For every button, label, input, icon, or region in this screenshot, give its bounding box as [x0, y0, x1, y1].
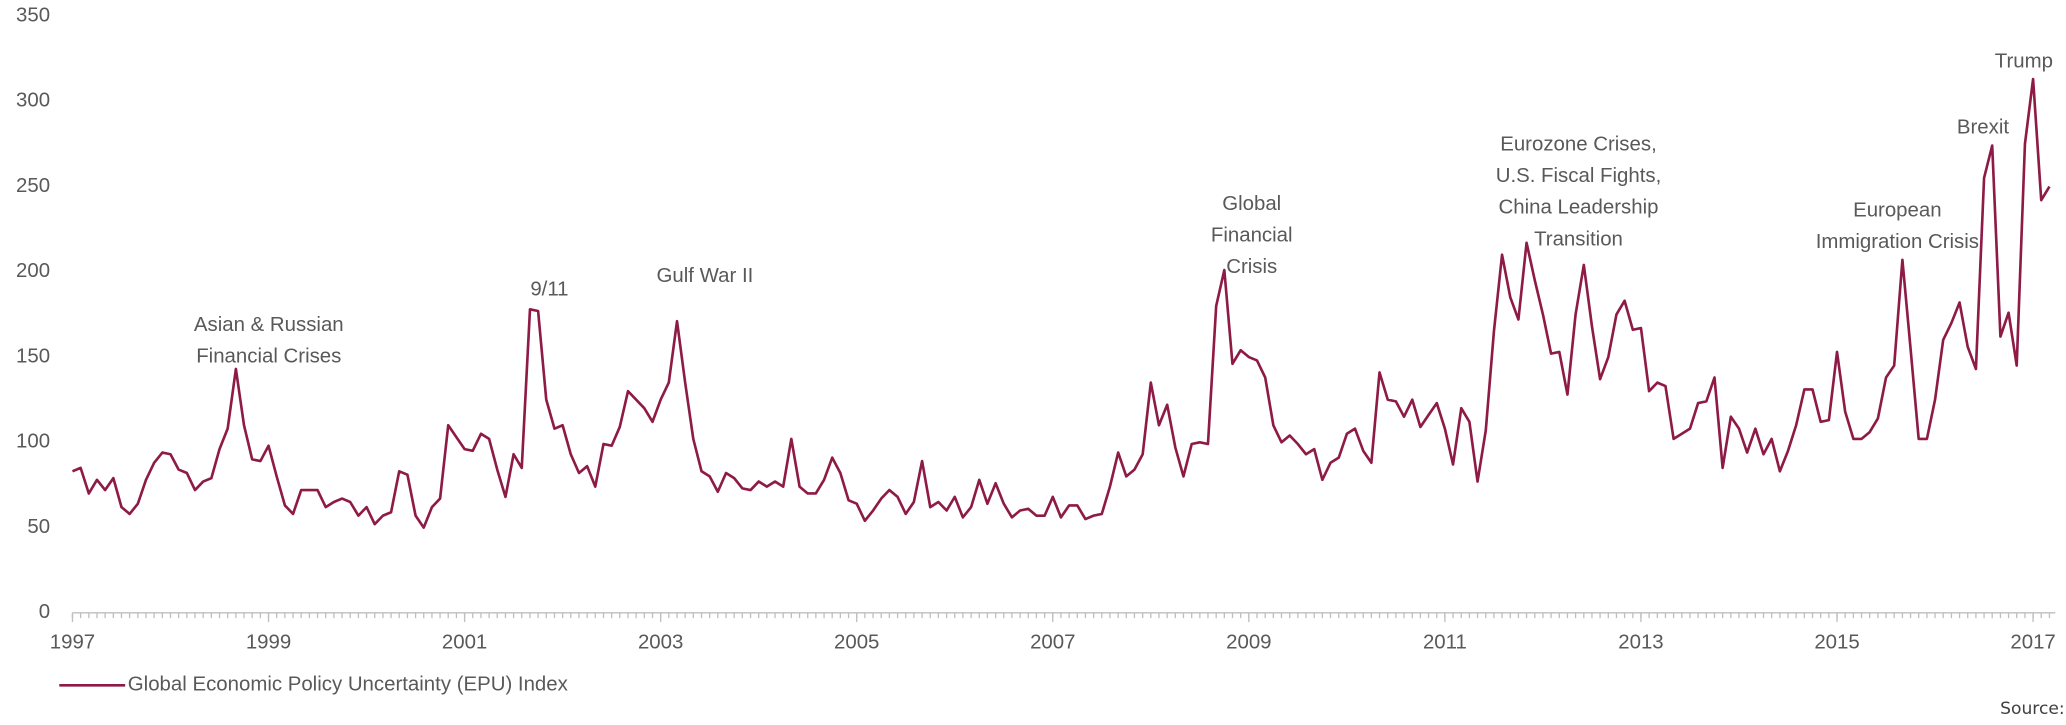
x-tick-label: 2017: [2010, 632, 2055, 654]
y-tick-label: 150: [16, 345, 50, 367]
annotation: Asian & Russian: [194, 314, 344, 336]
x-tick-label: 2011: [1423, 632, 1467, 654]
annotation: 9/11: [530, 278, 568, 300]
annotation: Eurozone Crises,: [1500, 133, 1657, 155]
annotation: Transition: [1534, 228, 1623, 250]
annotation: Financial Crises: [196, 346, 341, 368]
annotation: Brexit: [1957, 116, 2009, 138]
annotation: Financial: [1211, 224, 1293, 246]
source-note: Source: policyuncertaint: [2000, 699, 2066, 719]
x-tick-label: 2005: [834, 632, 879, 654]
annotation: Immigration Crisis: [1816, 231, 1979, 253]
y-tick-label: 350: [16, 4, 50, 26]
annotation: U.S. Fiscal Fights,: [1496, 165, 1662, 187]
annotation: Global: [1222, 193, 1281, 215]
x-tick-label: 2003: [638, 632, 683, 654]
data-line: [71, 77, 2051, 529]
x-tick-label: 2009: [1226, 632, 1271, 654]
legend-label: Global Economic Policy Uncertainty (EPU)…: [128, 674, 568, 696]
x-tick-label: 1997: [50, 632, 95, 654]
x-tick-label: 2015: [1814, 632, 1859, 654]
y-tick-label: 50: [27, 516, 50, 538]
x-tick-label: 1999: [246, 632, 291, 654]
x-tick-label: 2007: [1030, 632, 1075, 654]
annotation: China Leadership: [1499, 197, 1659, 219]
x-tick-label: 2013: [1618, 632, 1663, 654]
annotation: Gulf War II: [657, 265, 754, 287]
y-tick-label: 300: [16, 90, 50, 112]
y-tick-label: 250: [16, 175, 50, 197]
y-tick-label: 100: [16, 431, 50, 453]
x-tick-label: 2001: [442, 632, 487, 654]
annotation: Trump: [1995, 50, 2053, 72]
annotation: European: [1853, 199, 1942, 221]
y-tick-label: 200: [16, 260, 50, 282]
y-tick-label: 0: [39, 601, 50, 623]
annotation: Crisis: [1226, 256, 1277, 278]
